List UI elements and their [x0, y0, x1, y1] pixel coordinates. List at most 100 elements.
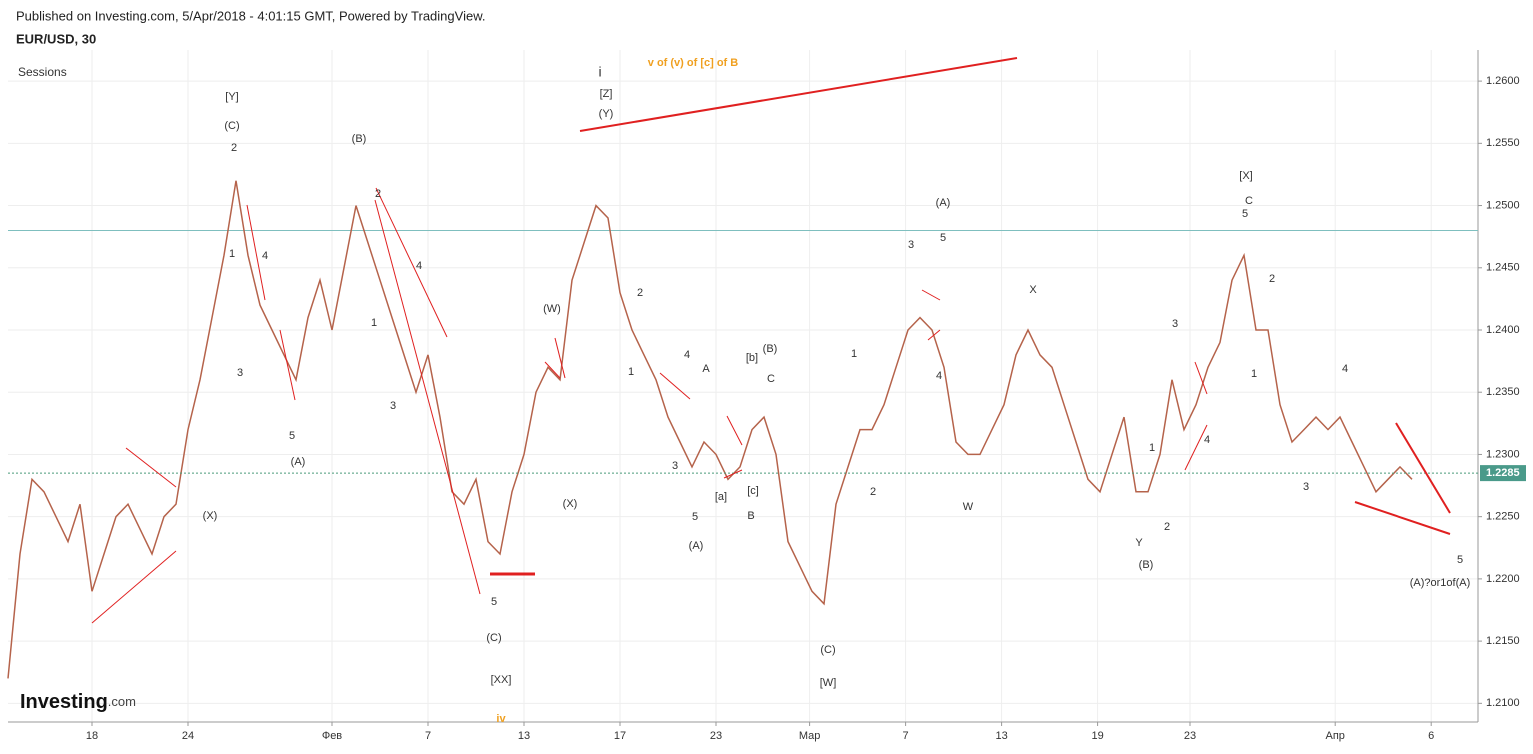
- wave-label: 3: [908, 239, 914, 251]
- logo: Investing.com: [20, 691, 136, 713]
- wave-label: 3: [1172, 318, 1178, 330]
- wave-label: 2: [1269, 273, 1275, 285]
- trend-line: [1194, 361, 1208, 395]
- x-tick-label: 7: [903, 730, 909, 742]
- wave-label: [X]: [1239, 170, 1252, 182]
- wave-label: i: [598, 64, 601, 80]
- wave-label: (B): [763, 343, 778, 355]
- x-tick-label: 6: [1428, 730, 1434, 742]
- wave-label: 1: [1149, 442, 1155, 454]
- wave-label: W: [963, 501, 974, 513]
- trend-line: [279, 329, 296, 401]
- wave-label: (B): [352, 133, 367, 145]
- x-tick-label: Фев: [322, 730, 342, 742]
- wave-label: [Y]: [225, 91, 238, 103]
- last-price-box: [1480, 465, 1526, 482]
- wave-label: 1: [628, 366, 634, 378]
- trend-line: [723, 469, 743, 479]
- wave-label: 1: [229, 248, 235, 260]
- published-note: Published on Investing.com, 5/Apr/2018 -…: [16, 8, 485, 23]
- trend-line: [554, 337, 566, 379]
- wave-label: (A): [689, 540, 704, 552]
- wave-label: (W): [543, 303, 561, 315]
- y-tick-label: 1.2200: [1486, 573, 1520, 585]
- last-price-label: 1.2285: [1486, 467, 1520, 479]
- wave-label: [W]: [820, 677, 837, 689]
- trend-line: [1395, 422, 1451, 514]
- symbol: EUR/USD, 30: [16, 31, 96, 46]
- price-line: [7, 180, 1413, 679]
- wave-label: 2: [231, 142, 237, 154]
- wave-label: [a]: [715, 491, 727, 503]
- y-tick-label: 1.2100: [1486, 697, 1520, 709]
- y-tick-label: 1.2150: [1486, 635, 1520, 647]
- wave-label: v of (v) of [c] of B: [648, 57, 738, 69]
- wave-label: 5: [289, 430, 295, 442]
- wave-label: 2: [870, 486, 876, 498]
- wave-label: iv: [496, 713, 506, 725]
- wave-label: (C): [820, 644, 835, 656]
- wave-label: [XX]: [491, 674, 512, 686]
- trend-line: [579, 57, 1018, 132]
- trend-line: [927, 329, 941, 341]
- x-tick-label: 17: [614, 730, 626, 742]
- trend-line: [374, 199, 481, 595]
- x-tick-label: 13: [995, 730, 1007, 742]
- wave-label: (A)?or1of(A): [1410, 577, 1471, 589]
- wave-label: 4: [1204, 434, 1210, 446]
- wave-label: 4: [262, 250, 268, 262]
- trend-line: [544, 361, 561, 379]
- logo-text: Investing: [20, 691, 108, 713]
- y-tick-label: 1.2450: [1486, 262, 1520, 274]
- x-tick-label: 19: [1091, 730, 1103, 742]
- wave-label: 2: [637, 287, 643, 299]
- wave-label: A: [702, 363, 710, 375]
- y-tick-label: 1.2300: [1486, 448, 1520, 460]
- y-tick-label: 1.2550: [1486, 137, 1520, 149]
- wave-label: 4: [684, 349, 690, 361]
- wave-label: [c]: [747, 485, 759, 497]
- wave-label: X: [1029, 284, 1037, 296]
- y-tick-label: 1.2250: [1486, 511, 1520, 523]
- wave-label: 5: [692, 511, 698, 523]
- wave-label: 4: [936, 370, 942, 382]
- trend-line: [921, 289, 941, 301]
- wave-label: 4: [1342, 363, 1348, 375]
- logo-suffix: .com: [108, 694, 136, 709]
- wave-label: 1: [371, 317, 377, 329]
- wave-label: Y: [1135, 537, 1143, 549]
- wave-label: 4: [416, 260, 422, 272]
- wave-label: (C): [486, 632, 501, 644]
- wave-label: 1: [851, 348, 857, 360]
- x-tick-label: Апр: [1325, 730, 1344, 742]
- wave-label: 1: [1251, 368, 1257, 380]
- y-tick-label: 1.2400: [1486, 324, 1520, 336]
- trend-line: [1354, 501, 1451, 535]
- x-tick-label: 24: [182, 730, 194, 742]
- wave-label: (C): [224, 120, 239, 132]
- wave-label: C: [767, 373, 775, 385]
- sessions-label: Sessions: [18, 65, 67, 79]
- wave-label: 2: [1164, 521, 1170, 533]
- y-tick-label: 1.2600: [1486, 75, 1520, 87]
- trend-line: [726, 415, 743, 446]
- x-tick-label: 7: [425, 730, 431, 742]
- wave-label: 3: [390, 400, 396, 412]
- trend-line: [125, 447, 177, 488]
- y-tick-label: 1.2350: [1486, 386, 1520, 398]
- trend-line: [375, 187, 448, 338]
- wave-label: [b]: [746, 352, 758, 364]
- wave-label: [Z]: [600, 88, 613, 100]
- x-tick-label: Мар: [799, 730, 821, 742]
- trend-line: [1184, 424, 1208, 471]
- x-tick-label: 23: [1184, 730, 1196, 742]
- wave-label: 5: [940, 232, 946, 244]
- wave-label: 5: [1242, 208, 1248, 220]
- wave-label: (B): [1139, 559, 1154, 571]
- grid: [8, 50, 1478, 722]
- wave-label: 3: [672, 460, 678, 472]
- wave-label: (X): [563, 498, 578, 510]
- wave-label: (A): [936, 197, 951, 209]
- wave-label: 3: [237, 367, 243, 379]
